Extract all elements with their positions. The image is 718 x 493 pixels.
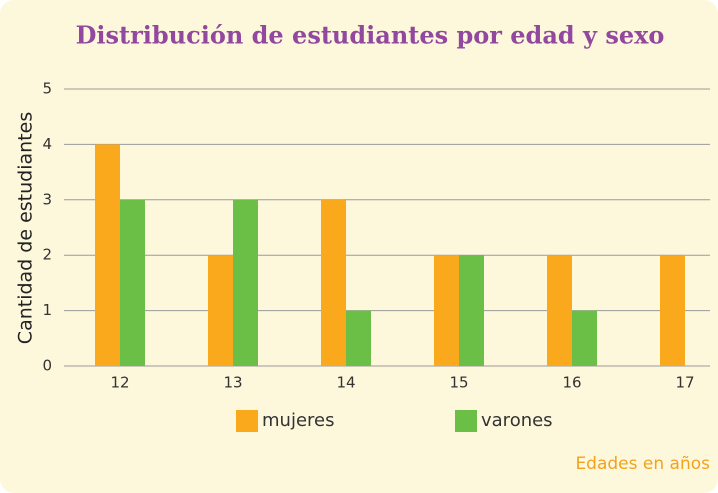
bar xyxy=(346,310,371,366)
y-tick-label: 2 xyxy=(42,246,52,264)
y-tick-label: 4 xyxy=(42,135,52,153)
x-tick-label: 16 xyxy=(562,374,581,392)
bar xyxy=(95,144,120,366)
x-tick-label: 13 xyxy=(223,374,242,392)
bar xyxy=(434,255,459,366)
legend-swatch xyxy=(236,410,258,432)
legend-label: mujeres xyxy=(262,410,334,431)
y-tick-label: 1 xyxy=(42,301,52,319)
x-tick-label: 17 xyxy=(675,374,694,392)
legend-label: varones xyxy=(481,410,553,431)
x-tick-label: 15 xyxy=(449,374,468,392)
bar xyxy=(321,199,346,366)
bar xyxy=(572,310,597,366)
y-tick-label: 3 xyxy=(42,190,52,208)
bar xyxy=(459,255,484,366)
x-axis-label: Edades en años xyxy=(575,454,710,474)
x-tick-label: 12 xyxy=(110,374,129,392)
bar xyxy=(120,199,145,366)
bar xyxy=(547,255,572,366)
bar xyxy=(233,199,258,366)
y-tick-label: 5 xyxy=(42,80,52,98)
chart-title: Distribución de estudiantes por edad y s… xyxy=(76,21,665,50)
bar xyxy=(660,255,685,366)
x-tick-label: 14 xyxy=(336,374,355,392)
bar xyxy=(208,255,233,366)
y-tick-label: 0 xyxy=(42,357,52,375)
y-axis-label: Cantidad de estudiantes xyxy=(15,112,37,344)
legend-swatch xyxy=(455,410,477,432)
